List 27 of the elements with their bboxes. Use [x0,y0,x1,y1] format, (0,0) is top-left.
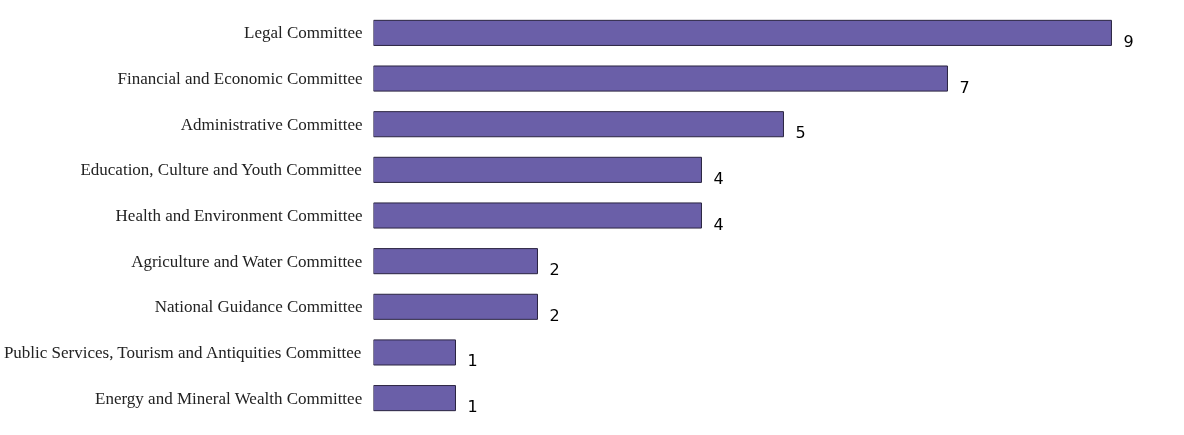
bar [373,385,456,412]
bar [373,202,702,229]
data-label: 4 [713,214,724,234]
data-label: 1 [467,351,478,371]
bar [373,111,784,138]
y-tick-label: Health and Environment Committee [115,206,363,225]
bar [373,248,538,275]
bar [373,293,538,320]
bar [373,156,702,183]
bar [373,65,948,92]
y-tick-label: Energy and Mineral Wealth Committee [95,388,363,408]
y-tick-label: Public Services, Tourism and Antiquities Committee [3,342,362,362]
y-tick-label: Legal Committee [244,23,363,43]
y-tick-label: Education, Culture and Youth Committee [80,160,362,180]
data-label: 5 [795,123,806,143]
y-tick-label: Administrative Committee [180,114,363,134]
y-tick-label: Agriculture and Water Committee [131,251,363,271]
data-label: 9 [1123,31,1134,51]
data-label: 7 [959,77,970,97]
data-label: 2 [549,260,560,280]
y-tick-label: Financial and Economic Committee [117,69,363,89]
bar [373,19,1112,46]
bar [373,339,456,366]
y-tick-label: National Guidance Committee [154,297,363,317]
data-label: 4 [713,168,724,188]
data-label: 1 [467,397,478,417]
data-label: 2 [549,305,560,325]
